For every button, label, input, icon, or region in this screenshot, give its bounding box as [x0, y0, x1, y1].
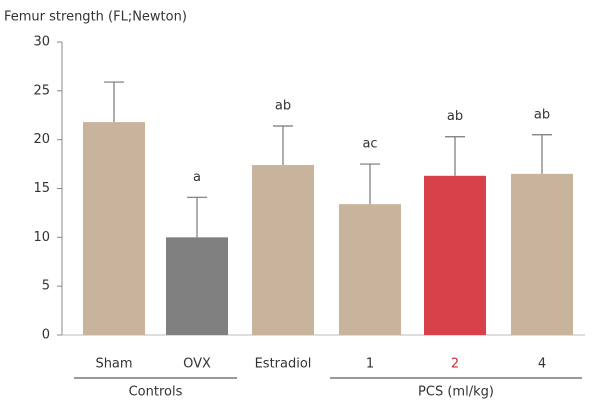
y-axis-label: Femur strength (FL;Newton)	[4, 10, 187, 25]
annotation: ab	[447, 109, 463, 124]
y-tick-label: 30	[33, 35, 50, 50]
y-tick-label: 0	[42, 328, 50, 343]
annotation: ab	[275, 98, 291, 113]
bar	[511, 173, 573, 335]
x-tick-label: OVX	[183, 357, 211, 372]
y-tick-label: 10	[33, 230, 50, 245]
y-tick-label: 25	[33, 83, 50, 98]
x-tick-label: 2	[451, 357, 459, 372]
bar	[339, 204, 401, 335]
y-tick-label: 20	[33, 132, 50, 147]
bar	[252, 165, 314, 335]
group-label: Controls	[129, 385, 183, 400]
x-tick-label: Estradiol	[255, 357, 312, 372]
group-label: PCS (ml/kg)	[418, 385, 494, 400]
bar	[166, 237, 228, 335]
bar	[424, 175, 486, 335]
x-tick-label: Sham	[95, 357, 132, 372]
y-tick-label: 15	[33, 181, 50, 196]
y-tick-label: 5	[42, 279, 50, 294]
annotation: ab	[534, 107, 550, 122]
x-tick-label: 4	[538, 357, 546, 372]
annotation: ac	[362, 137, 377, 152]
bar	[83, 122, 145, 335]
x-tick-label: 1	[366, 357, 374, 372]
annotation: a	[193, 170, 201, 185]
